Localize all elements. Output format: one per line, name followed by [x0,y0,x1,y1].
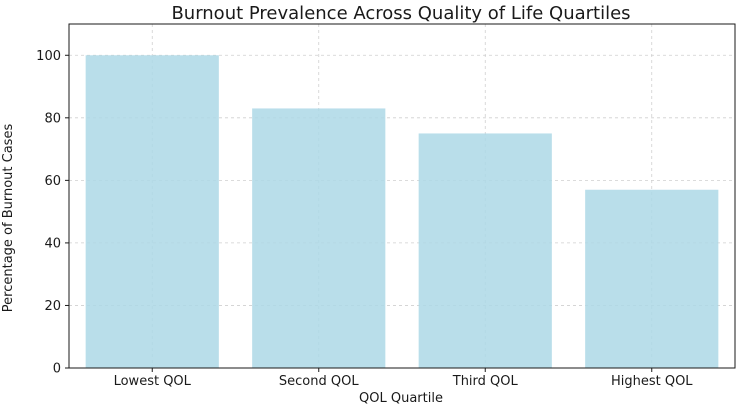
y-axis-label: Percentage of Burnout Cases [1,124,16,313]
ticks-layer: 0 20 40 60 80 100 Lowest QOL Second QOL Third QO… [36,49,693,389]
x-axis-label: QOL Quartile [359,391,443,406]
bar-third-qol [418,133,552,368]
x-tick-label-1: Second QOL [279,374,359,389]
bars-layer [85,55,719,368]
y-tick-label-1: 20 [44,299,61,314]
y-tick-label-3: 60 [44,174,61,189]
y-tick-label-2: 40 [44,236,61,251]
chart-title: Burnout Prevalence Across Quality of Lif… [171,3,630,24]
y-tick-label-4: 80 [44,111,61,126]
y-tick-label-0: 0 [53,362,61,377]
x-tick-label-3: Highest QOL [611,374,693,389]
x-tick-label-2: Third QOL [452,374,519,389]
bar-highest-qol [585,189,719,368]
y-tick-label-5: 100 [36,49,61,64]
bar-second-qol [252,108,386,368]
bar-lowest-qol [85,55,219,368]
plot-frame [68,23,736,369]
axes-layer [68,23,736,369]
x-tick-label-0: Lowest QOL [114,374,192,389]
